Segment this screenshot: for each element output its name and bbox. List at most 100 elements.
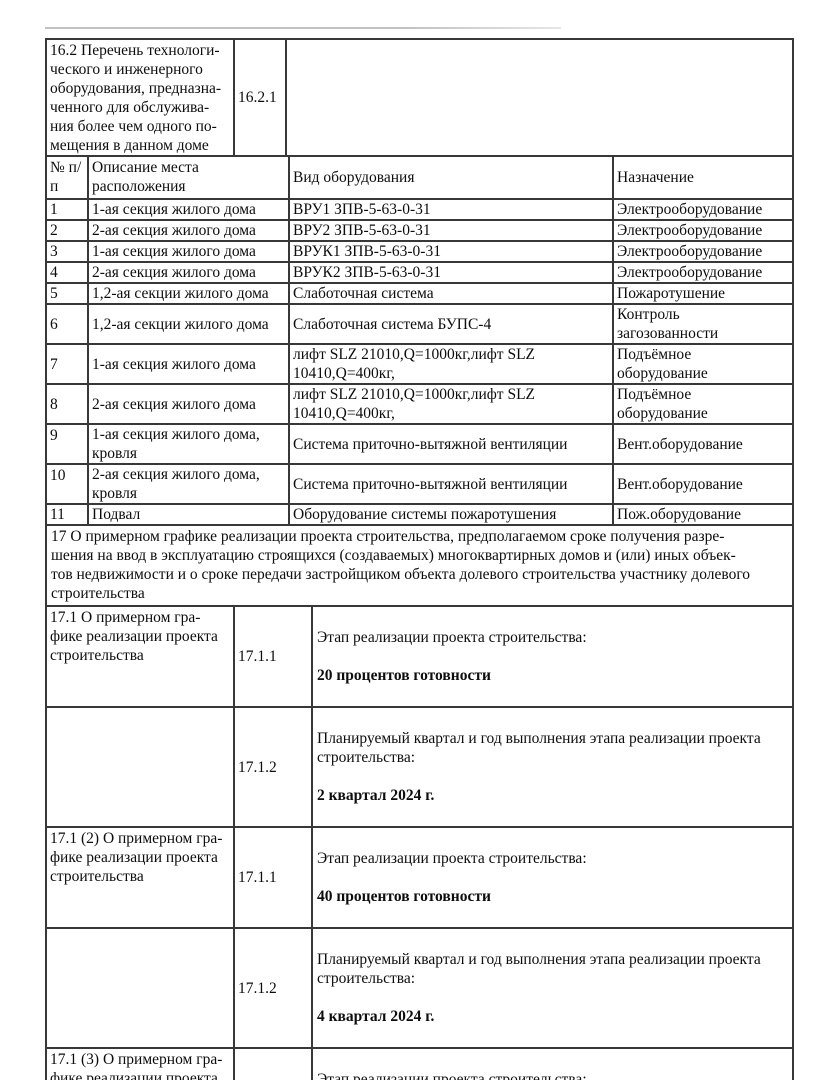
column-header-number: № п/ п bbox=[45, 155, 89, 200]
cell-content: Планируемый квартал и год выполнения эта… bbox=[310, 927, 795, 1049]
cell-label: 17.1 (2) О примерном гра- фике реализаци… bbox=[45, 826, 235, 929]
stage-text: Этап реализации проекта строительства: bbox=[317, 1071, 587, 1080]
cell-equipment: Система приточно-вытяжной вентиляции bbox=[288, 463, 614, 505]
cell-number: 8 bbox=[45, 383, 89, 425]
section-16-2-label: 16.2 Перечень технологи- ческого и инжен… bbox=[45, 38, 235, 157]
cell-purpose: Вент.оборудование bbox=[612, 463, 794, 505]
cell-location: 1-ая секция жилого дома, кровля bbox=[87, 423, 290, 465]
cell-purpose: Электрооборудование bbox=[612, 240, 794, 263]
table-row: 4 2-ая секция жилого дома ВРУК2 ЗПВ-5-63… bbox=[45, 261, 794, 284]
stage-text: Этап реализации проекта строительства: bbox=[317, 629, 587, 646]
cell-location: 2-ая секция жилого дома, кровля bbox=[87, 463, 290, 505]
cell-number: 7 bbox=[45, 343, 89, 385]
cell-content: Этап реализации проекта строительства: 2… bbox=[310, 605, 795, 708]
cell-location: 1,2-ая секции жилого дома bbox=[87, 303, 290, 345]
table-row: 17.1.2 Планируемый квартал и год выполне… bbox=[45, 706, 795, 828]
cell-code: 17.1.1 bbox=[233, 605, 313, 708]
cell-purpose: Подъёмное оборудование bbox=[612, 383, 794, 425]
cell-content: Планируемый квартал и год выполнения эта… bbox=[310, 706, 795, 828]
cell-label: 17.1 (3) О примерном гра- фике реализаци… bbox=[45, 1047, 235, 1080]
table-row: 3 1-ая секция жилого дома ВРУК1 ЗПВ-5-63… bbox=[45, 240, 794, 263]
column-header-equipment-type: Вид оборудования bbox=[288, 155, 614, 200]
stage-value: 20 процентов готовности bbox=[317, 667, 491, 684]
stage-value: 2 квартал 2024 г. bbox=[317, 787, 435, 804]
equipment-table: № п/ п Описание места расположения Вид о… bbox=[45, 155, 794, 526]
cell-equipment: ВРУК2 ЗПВ-5-63-0-31 bbox=[288, 261, 614, 284]
cell-content: Этап реализации проекта строительства: 4… bbox=[310, 826, 795, 929]
cell-purpose: Пожаротушение bbox=[612, 282, 794, 305]
table-row: 2 2-ая секция жилого дома ВРУ2 ЗПВ-5-63-… bbox=[45, 219, 794, 242]
cell-number: 9 bbox=[45, 423, 89, 465]
equipment-header-row: № п/ п Описание места расположения Вид о… bbox=[45, 155, 794, 200]
cell-location: 1-ая секция жилого дома bbox=[87, 240, 290, 263]
column-header-purpose: Назначение bbox=[612, 155, 794, 200]
cell-equipment: лифт SLZ 21010,Q=1000кг,лифт SLZ 10410,Q… bbox=[288, 343, 614, 385]
table-row: 5 1,2-ая секции жилого дома Слаботочная … bbox=[45, 282, 794, 305]
cell-equipment: ВРУ1 ЗПВ-5-63-0-31 bbox=[288, 198, 614, 221]
column-header-location: Описание места расположения bbox=[87, 155, 290, 200]
cell-location: 2-ая секция жилого дома bbox=[87, 219, 290, 242]
stage-text: Планируемый квартал и год выполнения эта… bbox=[317, 730, 761, 766]
cell-content: Этап реализации проекта строительства: 6… bbox=[310, 1047, 795, 1080]
cell-purpose: Подъёмное оборудование bbox=[612, 343, 794, 385]
section-17-heading-row: 17 О примерном графике реализации проект… bbox=[44, 524, 795, 607]
cell-equipment: Оборудование системы пожаротушения bbox=[288, 503, 614, 526]
cell-number: 2 bbox=[45, 219, 89, 242]
cell-label bbox=[45, 927, 235, 1049]
section-16-2-table: 16.2 Перечень технологи- ческого и инжен… bbox=[45, 38, 794, 157]
cell-number: 11 bbox=[45, 503, 89, 526]
cell-code: 17.1.2 bbox=[233, 927, 313, 1049]
stage-text: Планируемый квартал и год выполнения эта… bbox=[317, 951, 761, 987]
stage-value: 40 процентов готовности bbox=[317, 888, 491, 905]
table-row: 6 1,2-ая секции жилого дома Слаботочная … bbox=[45, 303, 794, 345]
cell-location: 1,2-ая секции жилого дома bbox=[87, 282, 290, 305]
table-row: 17.1.2 Планируемый квартал и год выполне… bbox=[45, 927, 795, 1049]
cell-purpose: Контроль загозованности bbox=[612, 303, 794, 345]
cell-code: 17.1.2 bbox=[233, 706, 313, 828]
table-row: 17.1 (2) О примерном гра- фике реализаци… bbox=[45, 826, 795, 929]
cell-location: Подвал bbox=[87, 503, 290, 526]
cell-purpose: Электрооборудование bbox=[612, 261, 794, 284]
cell-location: 1-ая секция жилого дома bbox=[87, 198, 290, 221]
table-row: 16.2 Перечень технологи- ческого и инжен… bbox=[45, 38, 794, 157]
cell-number: 3 bbox=[45, 240, 89, 263]
cell-equipment: ВРУК1 ЗПВ-5-63-0-31 bbox=[288, 240, 614, 263]
table-row: 1 1-ая секция жилого дома ВРУ1 ЗПВ-5-63-… bbox=[45, 198, 794, 221]
stage-value: 4 квартал 2024 г. bbox=[317, 1008, 435, 1025]
cell-purpose: Пож.оборудование bbox=[612, 503, 794, 526]
scan-artifact-line bbox=[45, 27, 561, 29]
cell-equipment: Система приточно-вытяжной вентиляции bbox=[288, 423, 614, 465]
cell-number: 6 bbox=[45, 303, 89, 345]
cell-location: 2-ая секция жилого дома bbox=[87, 383, 290, 425]
table-row: 17.1 О примерном гра- фике реализации пр… bbox=[45, 605, 795, 708]
cell-equipment: Слаботочная система БУПС-4 bbox=[288, 303, 614, 345]
cell-purpose: Вент.оборудование bbox=[612, 423, 794, 465]
cell-label: 17.1 О примерном гра- фике реализации пр… bbox=[45, 605, 235, 708]
cell-location: 2-ая секция жилого дома bbox=[87, 261, 290, 284]
table-row: 11 Подвал Оборудование системы пожаротуш… bbox=[45, 503, 794, 526]
table-row: 9 1-ая секция жилого дома, кровля Систем… bbox=[45, 423, 794, 465]
cell-location: 1-ая секция жилого дома bbox=[87, 343, 290, 385]
cell-number: 1 bbox=[45, 198, 89, 221]
cell-code: 17.1.1 bbox=[233, 1047, 313, 1080]
section-17-table: 17 О примерном графике реализации проект… bbox=[44, 524, 795, 1080]
table-row: 10 2-ая секция жилого дома, кровля Систе… bbox=[45, 463, 794, 505]
section-16-2-value bbox=[285, 38, 794, 157]
cell-equipment: Слаботочная система bbox=[288, 282, 614, 305]
cell-purpose: Электрооборудование bbox=[612, 219, 794, 242]
cell-code: 17.1.1 bbox=[233, 826, 313, 929]
cell-equipment: лифт SLZ 21010,Q=1000кг,лифт SLZ 10410,Q… bbox=[288, 383, 614, 425]
table-row: 7 1-ая секция жилого дома лифт SLZ 21010… bbox=[45, 343, 794, 385]
section-17-heading: 17 О примерном графике реализации проект… bbox=[44, 524, 795, 607]
cell-label bbox=[45, 706, 235, 828]
cell-number: 10 bbox=[45, 463, 89, 505]
stage-text: Этап реализации проекта строительства: bbox=[317, 850, 587, 867]
declaration-table: 16.2 Перечень технологи- ческого и инжен… bbox=[44, 38, 795, 1080]
cell-purpose: Электрооборудование bbox=[612, 198, 794, 221]
section-16-2-code: 16.2.1 bbox=[233, 38, 287, 157]
table-row: 17.1 (3) О примерном гра- фике реализаци… bbox=[45, 1047, 795, 1080]
cell-number: 4 bbox=[45, 261, 89, 284]
cell-number: 5 bbox=[45, 282, 89, 305]
table-row: 8 2-ая секция жилого дома лифт SLZ 21010… bbox=[45, 383, 794, 425]
